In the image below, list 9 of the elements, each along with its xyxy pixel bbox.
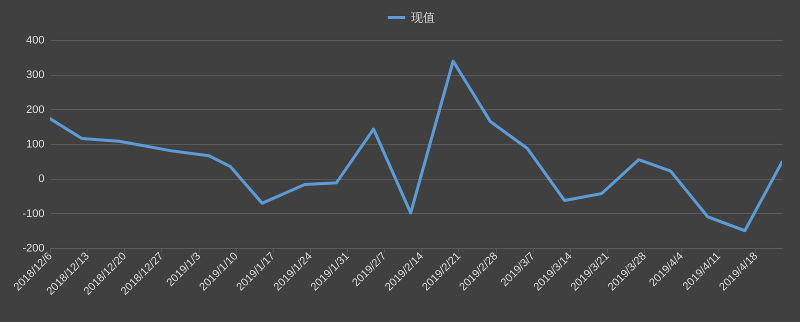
legend-label: 现值 [411,10,435,24]
y-tick-label: -100 [22,208,44,220]
y-tick-label: 100 [26,138,44,150]
y-tick-label: 300 [26,69,44,82]
y-tick-label: 400 [26,34,44,46]
line-series [50,60,782,232]
y-tick-label: -200 [22,242,44,254]
y-tick-label: 0 [38,173,44,186]
y-tick-label: 200 [26,104,44,116]
